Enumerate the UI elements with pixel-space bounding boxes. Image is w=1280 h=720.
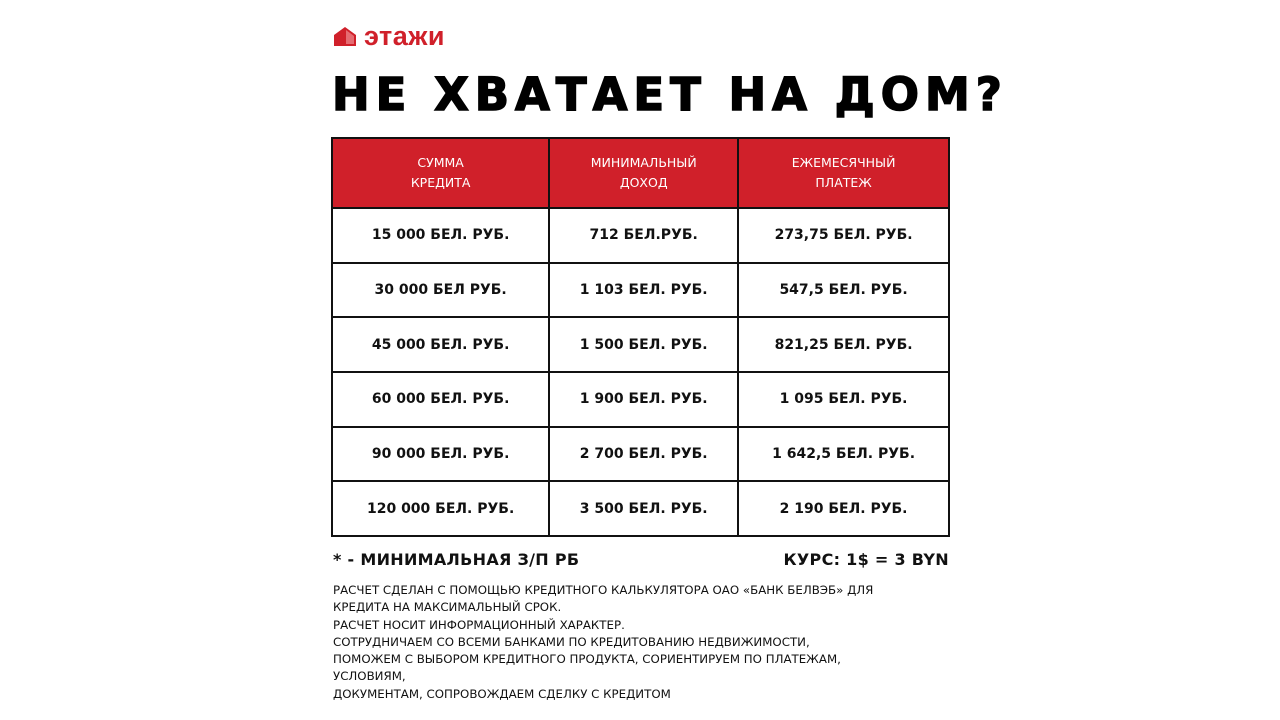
cell-monthly-payment: 1 095 БЕЛ. РУБ.: [737, 371, 950, 428]
brand-logo: этажи: [334, 22, 445, 50]
header-loan-amount: СУММА КРЕДИТА: [330, 137, 551, 209]
table-row: 90 000 БЕЛ. РУБ. 2 700 БЕЛ. РУБ. 1 642,5 Б…: [330, 425, 950, 483]
brand-name: этажи: [364, 21, 446, 51]
cell-loan-amount: 90 000 БЕЛ. РУБ.: [330, 425, 551, 483]
exchange-rate: КУРС: 1$ = 3 BYN: [783, 550, 949, 569]
table-row: 45 000 БЕЛ. РУБ. 1 500 БЕЛ. РУБ. 821,25 БЕ…: [330, 316, 950, 374]
header-monthly-payment: ЕЖЕМЕСЯЧНЫЙ ПЛАТЕЖ: [737, 137, 950, 209]
cell-min-income: 1 900 БЕЛ. РУБ.: [548, 371, 740, 428]
cell-loan-amount: 30 000 БЕЛ РУБ.: [330, 261, 551, 319]
table-header-row: СУММА КРЕДИТА МИНИМАЛЬНЫЙ ДОХОД ЕЖЕМЕСЯЧ…: [330, 137, 950, 209]
cell-monthly-payment: 2 190 БЕЛ. РУБ.: [737, 480, 950, 538]
cell-monthly-payment: 547,5 БЕЛ. РУБ.: [737, 261, 950, 319]
house-logo-icon: [334, 27, 356, 46]
credit-table: СУММА КРЕДИТА МИНИМАЛЬНЫЙ ДОХОД ЕЖЕМЕСЯЧ…: [330, 137, 950, 538]
table-row: 15 000 БЕЛ. РУБ. 712 БЕЛ.РУБ. 273,75 БЕЛ. …: [330, 207, 950, 264]
cell-loan-amount: 45 000 БЕЛ. РУБ.: [330, 316, 551, 374]
cell-min-income: 3 500 БЕЛ. РУБ.: [548, 480, 740, 538]
cell-min-income: 1 500 БЕЛ. РУБ.: [548, 316, 740, 374]
cell-monthly-payment: 1 642,5 БЕЛ. РУБ.: [737, 425, 950, 483]
cell-min-income: 2 700 БЕЛ. РУБ.: [548, 425, 740, 483]
cell-loan-amount: 120 000 БЕЛ. РУБ.: [330, 480, 551, 538]
cell-loan-amount: 15 000 БЕЛ. РУБ.: [330, 207, 551, 264]
table-row: 60 000 БЕЛ. РУБ. 1 900 БЕЛ. РУБ. 1 095 БЕЛ…: [330, 371, 950, 428]
header-min-income: МИНИМАЛЬНЫЙ ДОХОД: [548, 137, 740, 209]
cell-monthly-payment: 821,25 БЕЛ. РУБ.: [737, 316, 950, 374]
disclaimer: РАСЧЕТ СДЕЛАН С ПОМОЩЬЮ КРЕДИТНОГО КАЛЬК…: [333, 583, 874, 701]
cell-monthly-payment: 273,75 БЕЛ. РУБ.: [737, 207, 950, 264]
cell-min-income: 1 103 БЕЛ. РУБ.: [548, 261, 740, 319]
page-title: НЕ ХВАТАЕТ НА ДОМ?: [331, 67, 1008, 122]
table-row: 30 000 БЕЛ РУБ. 1 103 БЕЛ. РУБ. 547,5 БЕЛ.…: [330, 261, 950, 319]
footnote: * - МИНИМАЛЬНАЯ З/П РБ: [333, 550, 580, 569]
table-row: 120 000 БЕЛ. РУБ. 3 500 БЕЛ. РУБ. 2 190 БЕ…: [330, 480, 950, 538]
cell-loan-amount: 60 000 БЕЛ. РУБ.: [330, 371, 551, 428]
cell-min-income: 712 БЕЛ.РУБ.: [548, 207, 740, 264]
